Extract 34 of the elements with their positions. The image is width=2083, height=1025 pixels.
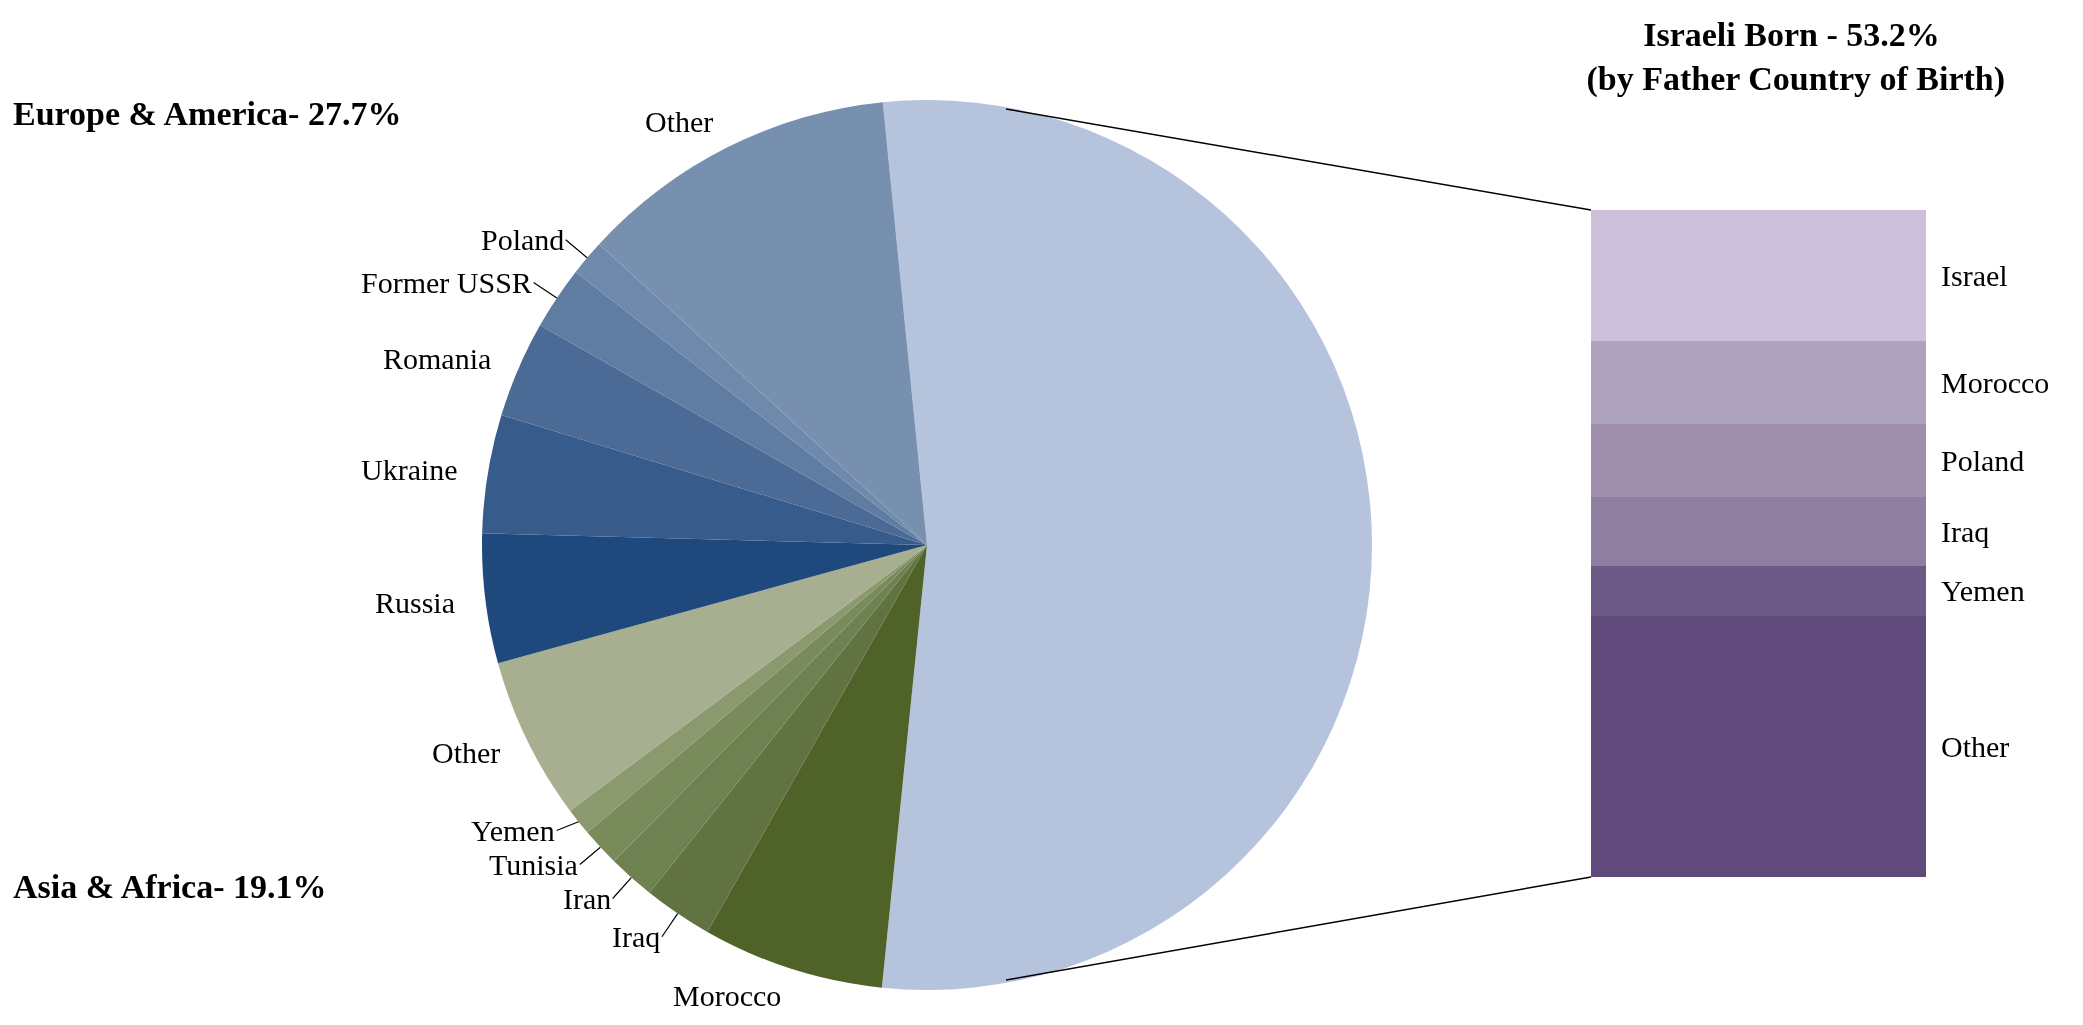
bar bbox=[1591, 497, 1926, 566]
slice-label: Morocco bbox=[673, 979, 782, 1012]
slice-label: Other bbox=[432, 736, 501, 769]
pie-slice bbox=[540, 271, 927, 545]
chart-title: Israeli Born - 53.2% (by Father Country of Birth) bbox=[1577, 16, 2006, 99]
bar bbox=[1591, 341, 1926, 425]
text: Asia & Africa- 19.1% bbox=[13, 868, 327, 906]
slice-label: Ukraine bbox=[361, 453, 458, 486]
series-label: Iraq bbox=[1941, 515, 1990, 548]
pie-slice bbox=[482, 415, 927, 545]
pie-slice bbox=[501, 325, 927, 545]
series-label: Israel bbox=[1941, 259, 2008, 292]
series-label: Poland bbox=[1941, 444, 2025, 477]
slice-label: Russia bbox=[375, 586, 456, 619]
bar bbox=[1591, 565, 1926, 617]
text: Europe & America- 27.7% bbox=[13, 95, 402, 133]
slice-label: Iraq bbox=[612, 920, 661, 953]
bar bbox=[1591, 210, 1926, 342]
series-label: Morocco bbox=[1941, 366, 2050, 399]
slice-label: Tunisia bbox=[489, 848, 578, 881]
slice-label: Other bbox=[645, 105, 714, 138]
pie-slice bbox=[707, 545, 927, 988]
pie-slice bbox=[498, 545, 927, 811]
pie-slice bbox=[482, 533, 927, 664]
slice-label: Iran bbox=[563, 882, 612, 915]
bar bbox=[1591, 616, 1926, 877]
series-label: Other bbox=[1941, 730, 2010, 763]
slice-label: Yemen bbox=[471, 814, 555, 847]
series-label: Yemen bbox=[1941, 574, 2025, 607]
slice-label: Romania bbox=[383, 342, 492, 375]
bar bbox=[1591, 424, 1926, 498]
slice-label: Former USSR bbox=[361, 266, 532, 299]
slice-label: Poland bbox=[481, 223, 565, 256]
pie-slice bbox=[881, 100, 1372, 990]
